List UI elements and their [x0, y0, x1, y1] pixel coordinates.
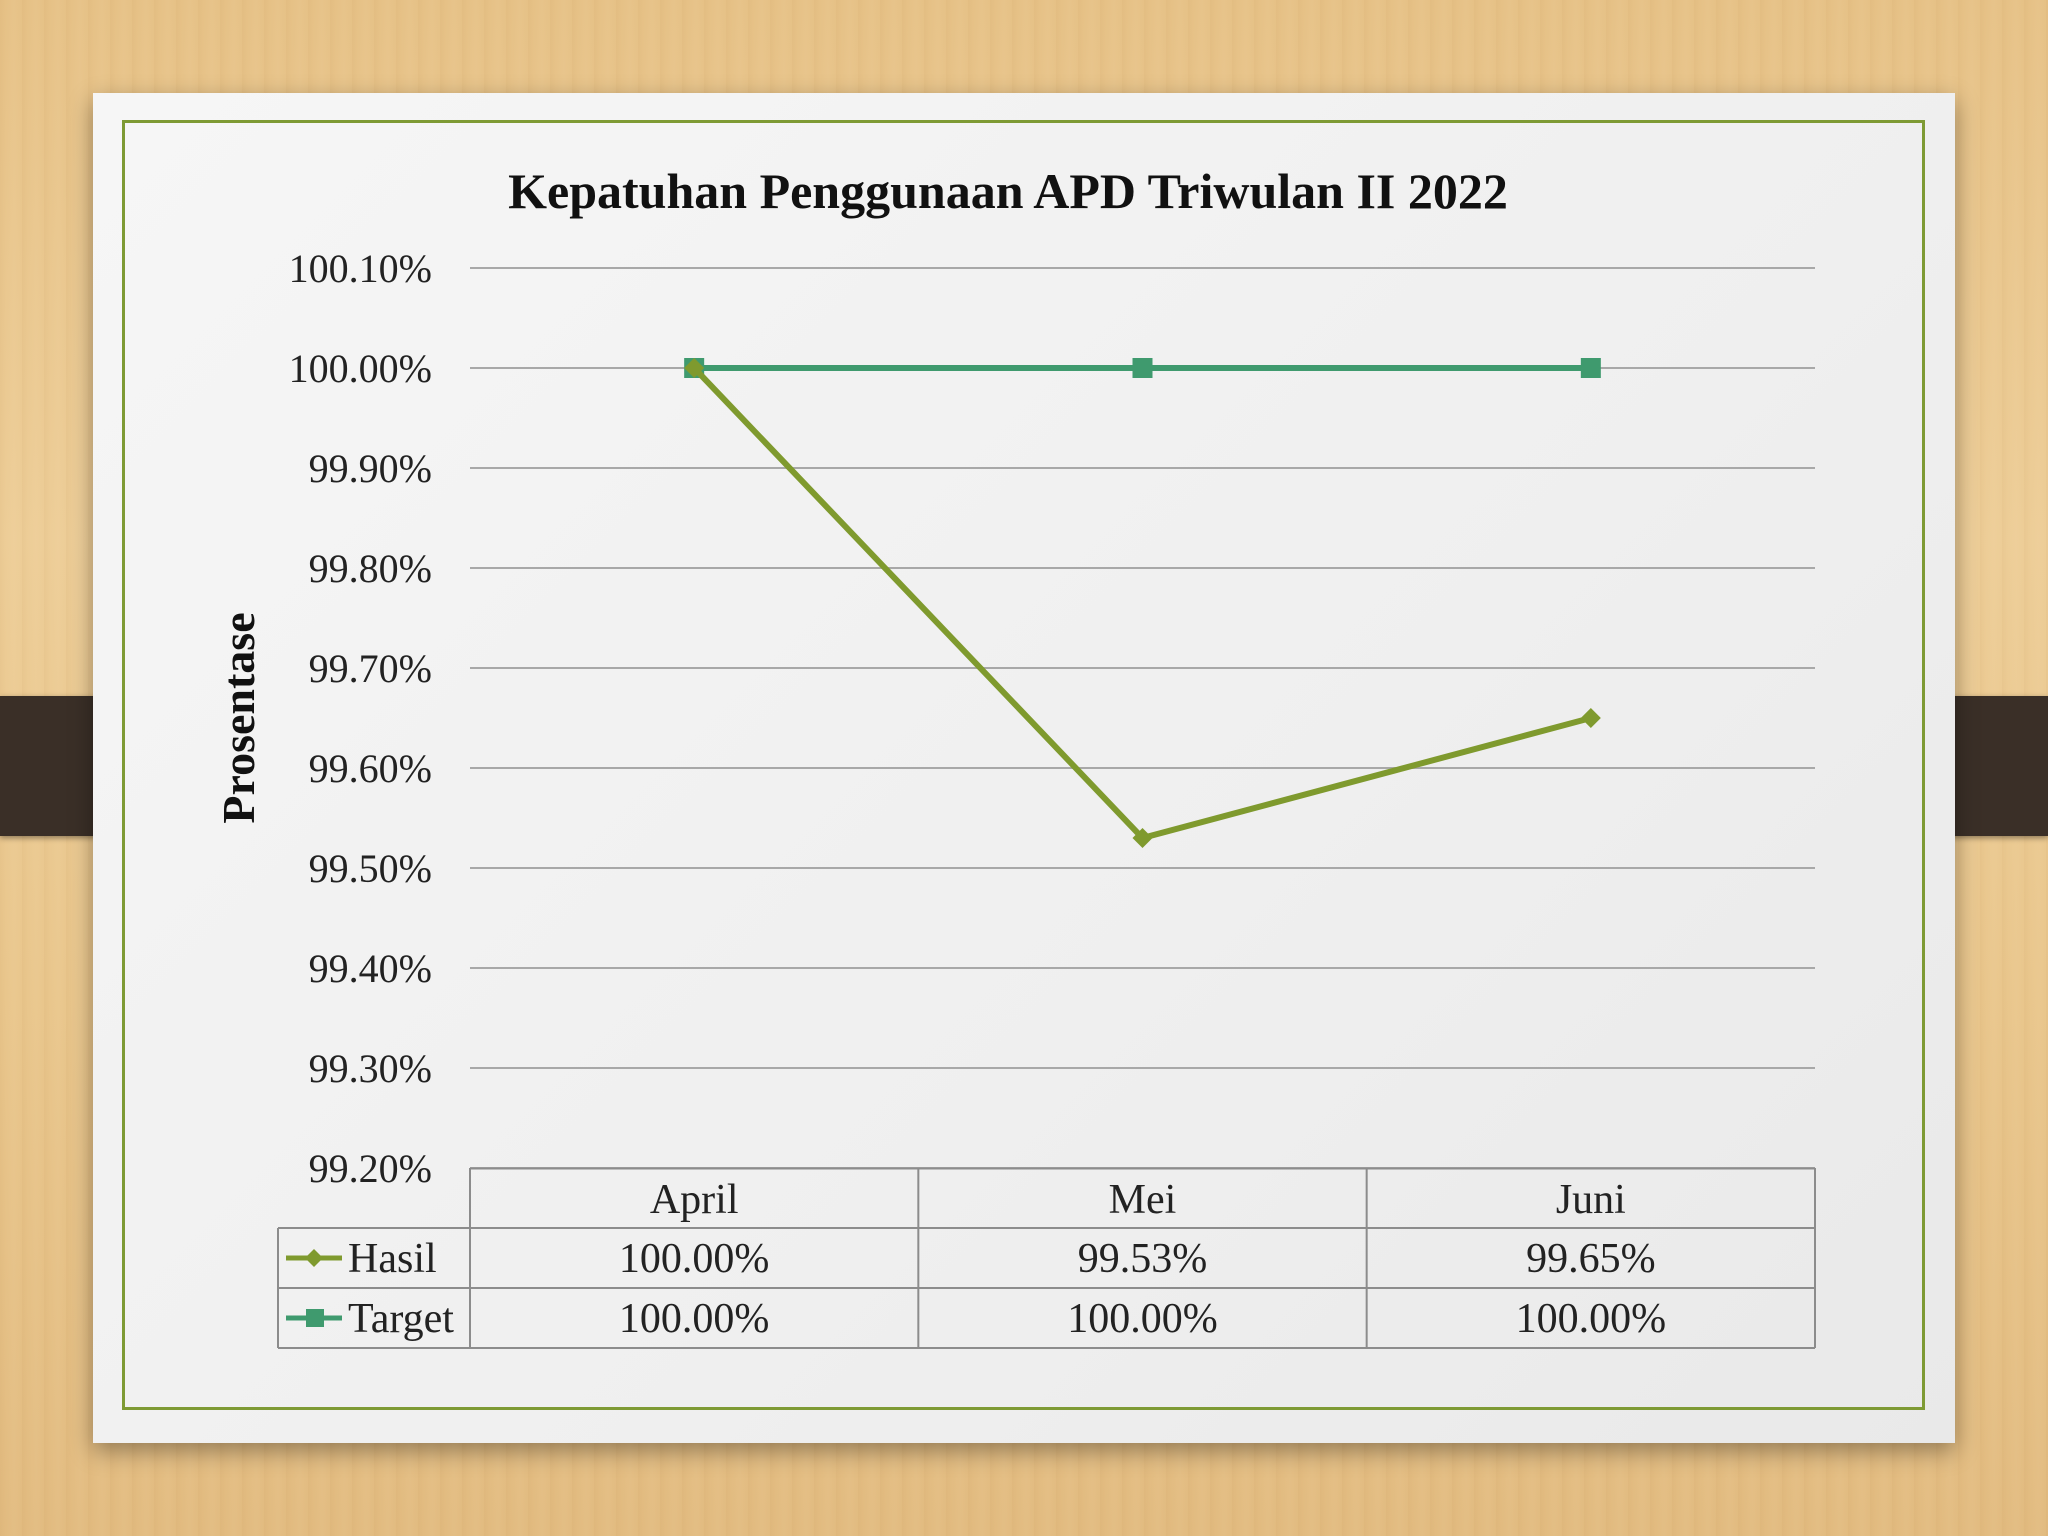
data-label: 100.00%	[619, 1236, 770, 1282]
data-label: 99.65%	[1526, 1236, 1656, 1282]
data-point	[1580, 708, 1601, 728]
x-category-label: Mei	[1109, 1177, 1177, 1223]
data-label: 99.53%	[1078, 1236, 1208, 1282]
y-tick-label: 100.00%	[289, 346, 432, 391]
legend-key-marker	[306, 1309, 324, 1327]
y-tick-label: 99.60%	[309, 746, 432, 791]
y-tick-label: 99.70%	[309, 646, 432, 691]
data-point	[1132, 358, 1153, 378]
x-category-label: April	[650, 1177, 739, 1223]
data-label: 100.00%	[619, 1296, 770, 1342]
y-axis-label: Prosentase	[213, 612, 264, 823]
data-label: 100.00%	[1067, 1296, 1218, 1342]
y-tick-label: 99.80%	[309, 546, 432, 591]
y-tick-label: 99.30%	[309, 1046, 432, 1091]
y-tick-label: 99.40%	[309, 946, 432, 991]
legend-key-marker	[305, 1249, 323, 1267]
y-tick-label: 99.90%	[309, 446, 432, 491]
legend-series-name: Target	[348, 1296, 454, 1342]
data-label: 100.00%	[1516, 1296, 1667, 1342]
x-category-label: Juni	[1556, 1177, 1626, 1223]
slide-frame	[122, 120, 1925, 1410]
data-point	[684, 358, 705, 378]
data-point	[1580, 358, 1601, 378]
y-tick-label: 99.50%	[309, 846, 432, 891]
data-point	[1132, 828, 1153, 848]
legend-series-name: Hasil	[348, 1236, 437, 1282]
y-tick-label: 100.10%	[289, 246, 432, 291]
y-tick-label: 99.20%	[309, 1146, 432, 1191]
chart-title: Kepatuhan Penggunaan APD Triwulan II 202…	[508, 163, 1508, 219]
